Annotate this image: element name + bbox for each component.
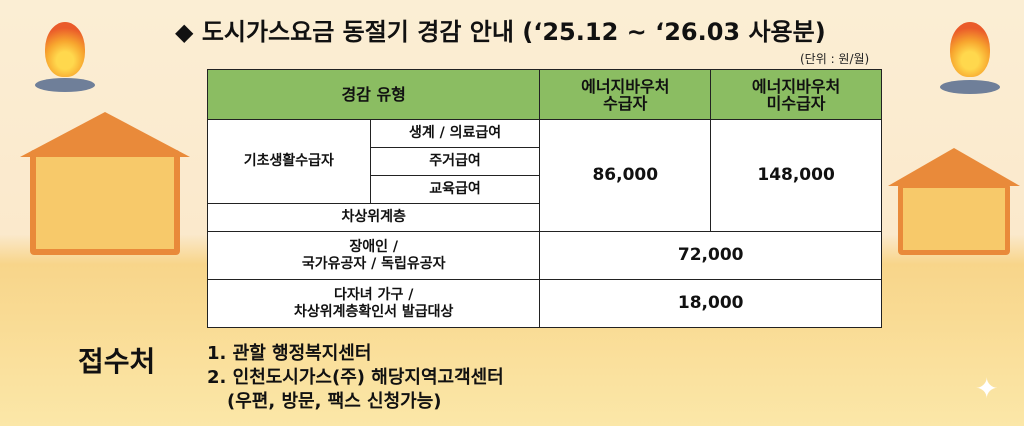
discount-table: 경감 유형 에너지바우처 수급자 에너지바우처 미수급자 기초생활수급자 생계 … — [206, 69, 882, 328]
roof-icon — [888, 148, 1020, 186]
header-discount-type: 경감 유형 — [206, 69, 541, 120]
sparkle-icon: ✦ — [975, 372, 999, 405]
multichild-amount: 18,000 — [539, 279, 882, 328]
reception-list: 1. 관할 행정복지센터 2. 인천도시가스(주) 해당지역고객센터 (우편, … — [207, 342, 504, 414]
unit-label: (단위 : 원/월) — [800, 52, 870, 66]
basic-recipient-label: 기초생활수급자 — [207, 119, 371, 204]
subtype-livelihood-medical: 생계 / 의료급여 — [369, 119, 541, 148]
flame-icon — [45, 22, 85, 77]
header-voucher-nonrecipient: 에너지바우처 미수급자 — [710, 69, 882, 120]
header-voucher-recipient: 에너지바우처 수급자 — [539, 69, 712, 120]
voucher-nonrecipient-amount: 148,000 — [710, 119, 882, 232]
gas-burner-icon — [35, 78, 95, 92]
reception-note: (우편, 방문, 팩스 신청가능) — [227, 391, 442, 412]
multichild-label: 다자녀 가구 / 차상위계층확인서 발급대상 — [206, 279, 541, 328]
near-poverty-label: 차상위계층 — [206, 203, 541, 232]
subtype-housing: 주거급여 — [369, 147, 541, 176]
roof-icon — [20, 112, 190, 157]
page-title: ◆ 도시가스요금 동절기 경감 안내 (‘25.12 ~ ‘26.03 사용분) — [175, 18, 826, 46]
house-grandparents-icon — [898, 183, 1010, 255]
disabled-label: 장애인 / 국가유공자 / 독립유공자 — [206, 231, 541, 280]
reception-heading: 접수처 — [78, 345, 156, 378]
gas-burner-icon — [940, 80, 1000, 94]
disabled-amount: 72,000 — [539, 231, 882, 280]
reception-item: 1. 관할 행정복지센터 — [207, 343, 372, 364]
voucher-recipient-amount: 86,000 — [539, 119, 712, 232]
house-family-icon — [30, 150, 180, 255]
reception-item: 2. 인천도시가스(주) 해당지역고객센터 — [207, 367, 504, 388]
flame-icon — [950, 22, 990, 77]
subtype-education: 교육급여 — [369, 175, 541, 204]
